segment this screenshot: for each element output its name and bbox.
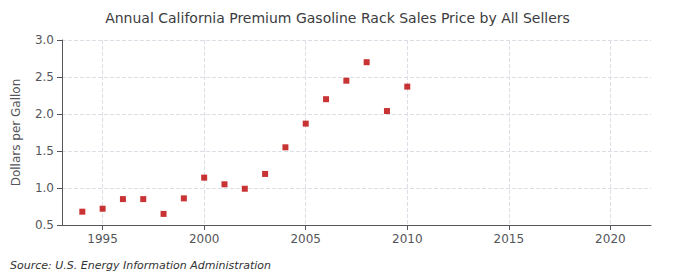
svg-text:Source: U.S. Energy Informatio: Source: U.S. Energy Information Administ… xyxy=(10,259,271,272)
svg-text:2000: 2000 xyxy=(189,232,220,246)
svg-text:2.0: 2.0 xyxy=(35,107,54,121)
svg-text:1995: 1995 xyxy=(87,232,118,246)
svg-text:2005: 2005 xyxy=(290,232,321,246)
svg-text:1.5: 1.5 xyxy=(35,144,54,158)
svg-text:2.5: 2.5 xyxy=(35,70,54,84)
svg-text:2020: 2020 xyxy=(595,232,626,246)
svg-text:2010: 2010 xyxy=(392,232,423,246)
svg-text:1.0: 1.0 xyxy=(35,181,54,195)
svg-text:Dollars per Gallon: Dollars per Gallon xyxy=(9,79,23,187)
svg-text:2015: 2015 xyxy=(494,232,525,246)
svg-text:0.5: 0.5 xyxy=(35,218,54,232)
svg-text:Annual California Premium Gaso: Annual California Premium Gasoline Rack … xyxy=(105,10,570,26)
svg-text:3.0: 3.0 xyxy=(35,33,54,47)
